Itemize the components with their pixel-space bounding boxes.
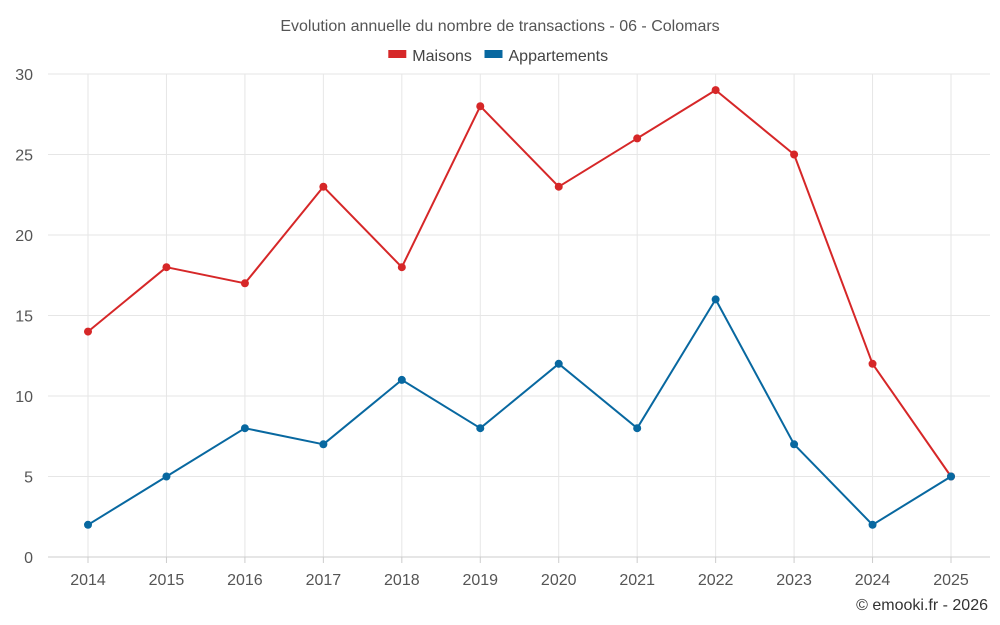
x-tick-label: 2019: [462, 572, 498, 589]
y-tick-label: 10: [15, 389, 33, 406]
y-tick-label: 0: [24, 550, 33, 567]
x-tick-label: 2018: [384, 572, 420, 589]
data-point-maisons-2023[interactable]: [790, 150, 799, 159]
series-maisons: [84, 86, 955, 481]
series-appartements: [84, 295, 955, 529]
legend: Maisons Appartements: [388, 48, 608, 65]
data-point-appartements-2017[interactable]: [319, 440, 328, 449]
data-point-maisons-2024[interactable]: [868, 359, 877, 368]
data-point-maisons-2021[interactable]: [633, 134, 642, 143]
data-point-appartements-2019[interactable]: [476, 424, 485, 433]
data-point-appartements-2014[interactable]: [84, 520, 92, 529]
data-point-maisons-2016[interactable]: [240, 279, 249, 288]
x-tick-label: 2022: [698, 572, 734, 589]
legend-label: Maisons: [412, 48, 472, 65]
legend-item-maisons[interactable]: Maisons: [388, 48, 472, 65]
credit-label: © emooki.fr - 2026: [856, 597, 988, 614]
x-tick-label: 2025: [933, 572, 969, 589]
x-tick-label: 2023: [776, 572, 812, 589]
data-point-maisons-2017[interactable]: [319, 182, 328, 191]
data-point-appartements-2016[interactable]: [240, 424, 249, 433]
data-point-maisons-2022[interactable]: [711, 86, 720, 95]
data-point-maisons-2019[interactable]: [476, 102, 485, 111]
x-tick-label: 2016: [227, 572, 263, 589]
x-tick-label: 2021: [619, 572, 655, 589]
y-tick-label: 20: [15, 228, 33, 245]
data-point-maisons-2015[interactable]: [162, 263, 171, 272]
y-tick-label: 25: [15, 148, 33, 165]
data-point-appartements-2020[interactable]: [554, 359, 563, 368]
series: [84, 86, 955, 529]
y-tick-label: 5: [24, 470, 33, 487]
data-point-maisons-2018[interactable]: [397, 263, 406, 272]
data-point-maisons-2020[interactable]: [554, 182, 563, 191]
data-point-maisons-2014[interactable]: [84, 327, 92, 336]
legend-swatch: [388, 50, 407, 58]
x-tick-label: 2020: [541, 572, 577, 589]
x-tick-label: 2014: [70, 572, 106, 589]
labels: Evolution annuelle du nombre de transact…: [280, 18, 988, 614]
data-point-appartements-2021[interactable]: [633, 424, 642, 433]
x-tick-label: 2024: [855, 572, 891, 589]
data-point-appartements-2015[interactable]: [162, 472, 171, 481]
series-line-appartements: [87, 298, 952, 526]
y-tick-label: 30: [15, 67, 33, 84]
data-point-appartements-2025[interactable]: [947, 472, 955, 481]
y-tick-label: 15: [15, 309, 33, 326]
series-line-maisons: [87, 89, 952, 478]
data-point-appartements-2024[interactable]: [868, 520, 877, 529]
legend-swatch: [484, 50, 503, 58]
data-point-appartements-2018[interactable]: [397, 375, 406, 384]
data-point-appartements-2022[interactable]: [711, 295, 720, 304]
data-point-appartements-2023[interactable]: [790, 440, 799, 449]
legend-item-appartements[interactable]: Appartements: [484, 48, 609, 65]
legend-label: Appartements: [509, 48, 609, 65]
chart-title: Evolution annuelle du nombre de transact…: [280, 18, 719, 35]
x-tick-label: 2015: [149, 572, 185, 589]
x-tick-label: 2017: [306, 572, 342, 589]
grid: [48, 73, 990, 557]
